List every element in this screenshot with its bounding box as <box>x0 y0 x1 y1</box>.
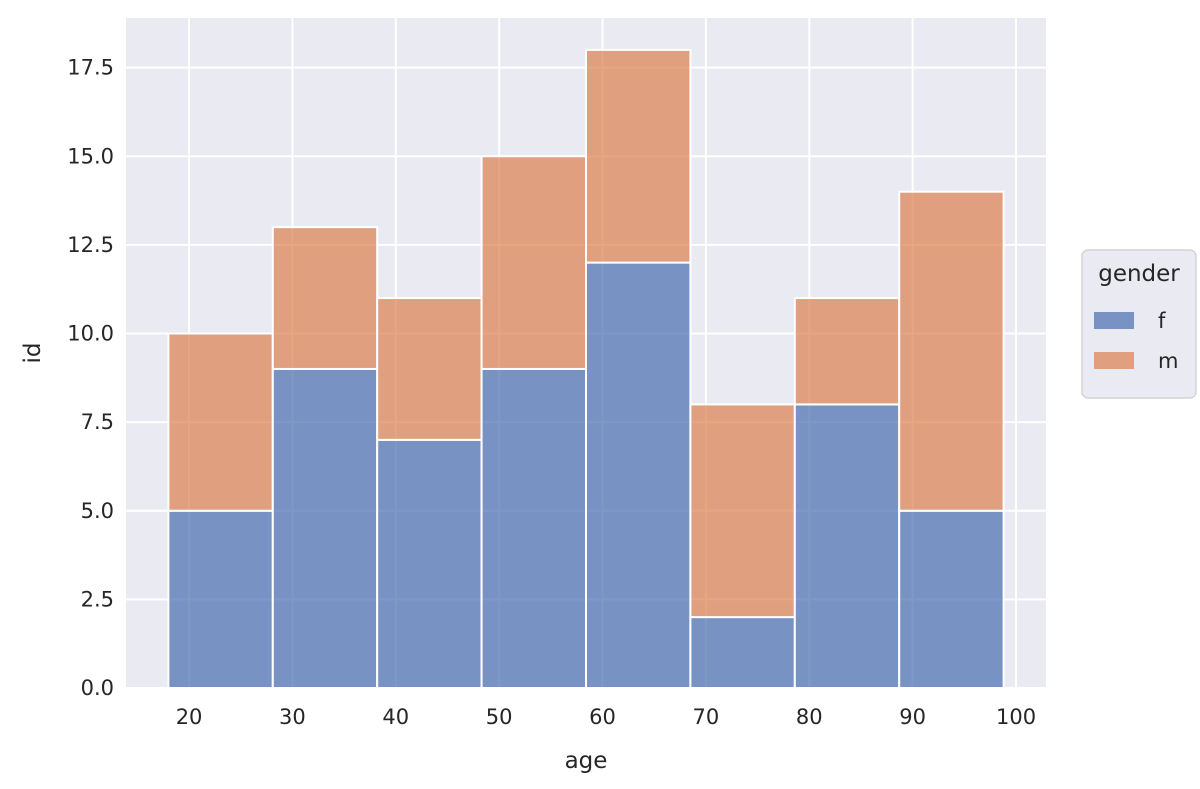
bar-m-bin-2 <box>376 297 483 441</box>
bar-m-bin-1 <box>271 226 379 370</box>
bar-f-bin-0 <box>167 509 274 689</box>
x-tick-label-8: 100 <box>996 705 1036 729</box>
x-tick-labels: 20 30 40 50 60 70 80 90 100 <box>176 705 1036 729</box>
bar-m-bin-6 <box>793 297 901 406</box>
legend-title: gender <box>1098 261 1180 287</box>
bar-m-bin-0 <box>167 332 274 512</box>
bars <box>167 48 1005 689</box>
x-tick-label-4: 60 <box>589 705 616 729</box>
bar-f-bin-2 <box>376 438 483 689</box>
y-tick-label-5: 12.5 <box>67 233 114 257</box>
bar-f-bin-1 <box>271 367 379 689</box>
y-tick-labels: 0.0 2.5 5.0 7.5 10.0 12.5 15.0 17.5 <box>67 56 114 700</box>
y-tick-label-7: 17.5 <box>67 56 114 80</box>
bar-f-bin-6 <box>793 403 901 689</box>
x-tick-label-6: 80 <box>796 705 823 729</box>
x-tick-label-2: 40 <box>382 705 409 729</box>
y-tick-label-6: 15.0 <box>67 144 114 168</box>
legend-swatch-m <box>1094 352 1134 369</box>
bar-f-bin-4 <box>585 261 692 689</box>
x-axis-title: age <box>565 748 608 774</box>
legend-label-m: m <box>1158 349 1178 373</box>
y-tick-label-1: 2.5 <box>81 587 114 611</box>
y-axis-title: id <box>20 343 46 364</box>
x-tick-label-1: 30 <box>279 705 306 729</box>
y-tick-label-4: 10.0 <box>67 322 114 346</box>
bar-m-bin-7 <box>898 190 1005 512</box>
bar-m-bin-4 <box>585 48 692 264</box>
y-tick-label-2: 5.0 <box>81 499 114 523</box>
x-tick-label-7: 90 <box>899 705 926 729</box>
x-tick-label-5: 70 <box>693 705 720 729</box>
bar-f-bin-3 <box>480 367 588 689</box>
legend-swatch-f <box>1094 312 1134 329</box>
x-tick-label-0: 20 <box>176 705 203 729</box>
y-tick-label-0: 0.0 <box>81 676 114 700</box>
bar-m-bin-3 <box>480 155 588 370</box>
legend: gender fm <box>1081 249 1197 399</box>
x-tick-label-3: 50 <box>486 705 513 729</box>
bar-f-bin-5 <box>689 616 796 689</box>
bar-f-bin-7 <box>898 509 1005 689</box>
bar-m-bin-5 <box>689 403 796 619</box>
y-tick-label-3: 7.5 <box>81 410 114 434</box>
legend-label-f: f <box>1158 309 1166 333</box>
